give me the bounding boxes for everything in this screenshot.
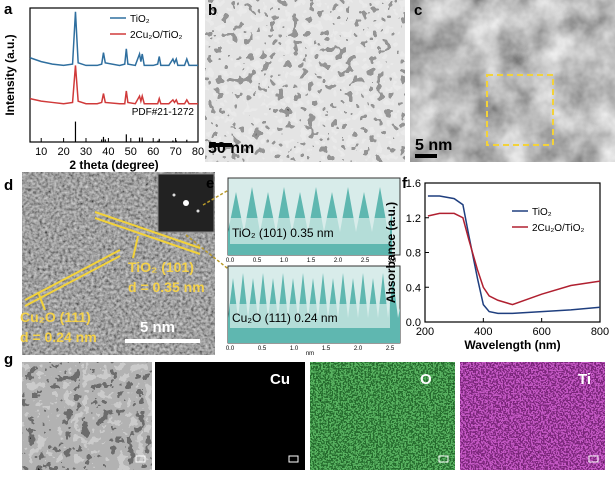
profile-tick: 1.0 <box>290 346 299 352</box>
y-tick-label: 0.4 <box>406 282 421 294</box>
map-cu <box>155 362 305 470</box>
lattice-line <box>24 249 121 301</box>
fft-spot <box>172 193 176 197</box>
x-axis-label: 2 theta (degree) <box>69 158 158 172</box>
map-ti <box>460 362 605 470</box>
lattice-lines <box>24 211 201 311</box>
scale-box <box>288 455 299 463</box>
scale-label: 5 nm <box>140 319 175 336</box>
arrow <box>37 291 46 311</box>
map-label: Cu <box>270 371 290 388</box>
panel-label: b <box>208 2 217 19</box>
reference-label: PDF#21-1272 <box>132 107 195 118</box>
x-tick-label: 600 <box>532 326 550 338</box>
x-tick-label: 800 <box>591 326 609 338</box>
panel-label: a <box>4 1 13 18</box>
x-tick-label: 20 <box>57 146 69 158</box>
y-tick-label: 1.2 <box>406 213 421 225</box>
x-tick-label: 70 <box>169 146 181 158</box>
y-tick-label: 0.8 <box>406 248 421 260</box>
profile-label: Cu₂O (111) 0.24 nm <box>232 311 338 325</box>
series-line <box>427 195 601 315</box>
scale-label: 5 nm <box>415 137 452 154</box>
fft-spot <box>183 200 189 206</box>
spacing-label: d = 0.35 nm <box>128 279 205 295</box>
y-axis-label: Absorbance (a.u.) <box>384 202 398 303</box>
plane-label: Cu₂O (111) <box>20 309 91 325</box>
map-image <box>22 362 152 470</box>
legend-label: TiO₂ <box>130 14 150 25</box>
scale-box <box>135 455 146 463</box>
profile-tick: 2.0 <box>354 346 363 352</box>
scale-label: 50 nm <box>208 140 254 157</box>
map-o <box>310 362 455 470</box>
selection-box <box>486 74 554 146</box>
x-tick-label: 40 <box>102 146 114 158</box>
scale-box <box>588 455 599 463</box>
panel-label: g <box>4 351 13 368</box>
panel-label: e <box>206 175 214 192</box>
fft-spot <box>196 209 200 213</box>
profile-tick: 0.0 <box>226 258 235 264</box>
x-axis-label: Wavelength (nm) <box>464 338 560 352</box>
x-tick-label: 200 <box>416 326 434 338</box>
lattice-line <box>94 217 201 255</box>
connector <box>202 187 233 206</box>
y-tick-label: 1.6 <box>406 178 421 190</box>
spacing-label: d = 0.24 nm <box>20 329 97 345</box>
x-tick-label: 80 <box>192 146 204 158</box>
plot-frame <box>424 182 601 323</box>
profile-tick: 3.0 <box>388 258 397 264</box>
x-tick-label: 400 <box>474 326 492 338</box>
profile-tick: 0.5 <box>253 258 262 264</box>
plane-label: TiO₂ (101) <box>128 259 194 275</box>
profile-tick: 1.0 <box>280 258 289 264</box>
profile-tick: 0.5 <box>258 346 267 352</box>
panel-label: d <box>4 177 13 194</box>
legend-label: 2Cu₂O/TiO₂ <box>532 223 585 234</box>
y-tick-label: 0.0 <box>406 317 421 329</box>
map-label: Ti <box>578 371 591 388</box>
label-bg <box>230 218 390 244</box>
legend-label: 2Cu₂O/TiO₂ <box>130 30 183 41</box>
panel-label: c <box>414 2 422 19</box>
profile-tick: 1.5 <box>307 258 316 264</box>
x-tick-label: 50 <box>125 146 137 158</box>
series-line <box>427 212 601 306</box>
tem-image-b <box>205 0 405 162</box>
axis-unit: nm <box>306 351 314 357</box>
panel-label: f <box>402 175 408 192</box>
x-tick-label: 30 <box>80 146 92 158</box>
y-axis-label: Intensity (a.u.) <box>3 34 17 115</box>
profile-tick: 2.5 <box>361 258 370 264</box>
profile-tick: 2.5 <box>386 346 395 352</box>
profile-label: TiO₂ (101) 0.35 nm <box>232 226 334 240</box>
label-bg <box>230 304 390 328</box>
profile-tick: 2.0 <box>334 258 343 264</box>
series-line <box>29 11 198 67</box>
plot-frame <box>29 7 199 143</box>
x-tick-label: 10 <box>35 146 47 158</box>
map-label: O <box>420 371 432 388</box>
lattice-line <box>94 211 201 249</box>
scale-box <box>438 455 449 463</box>
profile-tick: 0.0 <box>226 346 235 352</box>
series-line <box>29 65 198 105</box>
arrow <box>132 235 139 259</box>
legend-label: TiO₂ <box>532 207 552 218</box>
profile-tick: 1.5 <box>322 346 331 352</box>
x-tick-label: 60 <box>147 146 159 158</box>
hrtem-image-c <box>410 0 615 162</box>
